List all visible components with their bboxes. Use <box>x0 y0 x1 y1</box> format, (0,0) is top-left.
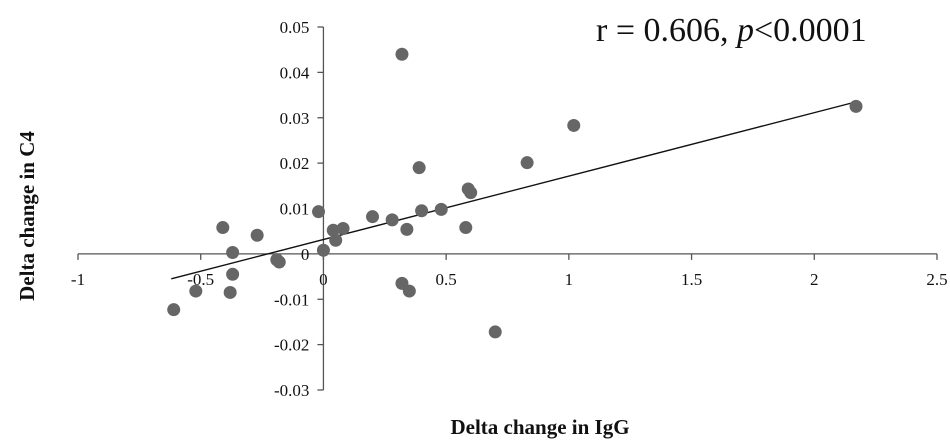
trendline <box>171 101 857 280</box>
y-tick-label: -0.03 <box>274 381 309 400</box>
trendline-group <box>171 101 857 280</box>
data-point <box>272 255 286 269</box>
data-point <box>216 221 230 235</box>
data-point <box>488 325 502 339</box>
y-tick-labels: -0.03 -0.02 -0.01 0 0.01 0.02 0.03 0.04 0.05 <box>274 18 310 400</box>
x-tick-label: 1.5 <box>681 270 702 289</box>
y-tick-label: -0.02 <box>274 336 309 355</box>
data-point <box>520 156 534 170</box>
data-point <box>189 284 203 298</box>
y-tick-label: 0.03 <box>280 109 310 128</box>
data-point <box>400 222 414 236</box>
x-axis <box>77 253 938 260</box>
y-tick-label: 0.01 <box>280 200 310 219</box>
x-tick-label: 2 <box>810 270 819 289</box>
x-tick-label: 2.5 <box>926 270 947 289</box>
data-point <box>167 303 181 317</box>
data-point <box>567 118 581 132</box>
correlation-annotation: r = 0.606, p<0.0001 <box>596 12 867 49</box>
data-points <box>167 47 863 339</box>
x-tick-label: 1 <box>565 270 574 289</box>
data-point <box>849 99 863 113</box>
data-point <box>326 223 340 237</box>
x-tick-label: 0 <box>319 270 328 289</box>
data-point <box>385 213 399 227</box>
data-point <box>459 221 473 235</box>
data-point <box>415 204 429 218</box>
x-axis-title: Delta change in IgG <box>450 415 629 439</box>
p-value-text: <0.0001 <box>754 12 867 49</box>
data-point <box>434 202 448 216</box>
x-tick-label: 0.5 <box>436 270 457 289</box>
x-tick-label: -0.5 <box>187 270 214 289</box>
y-tick-label: 0 <box>301 245 310 264</box>
data-point <box>412 161 426 175</box>
p-symbol: p <box>735 12 754 49</box>
y-tick-label: 0.05 <box>280 18 310 37</box>
y-tick-label: 0.02 <box>280 154 310 173</box>
data-point <box>402 284 416 298</box>
y-tick-label: -0.01 <box>274 290 309 309</box>
data-point <box>226 246 240 260</box>
r-value-text: r = 0.606, <box>596 12 737 49</box>
data-point <box>329 233 343 247</box>
data-point <box>226 267 240 281</box>
y-tick-label: 0.04 <box>280 63 310 82</box>
data-point <box>316 243 330 257</box>
data-point <box>312 205 326 219</box>
x-tick-label: -1 <box>71 270 85 289</box>
y-axis-title: Delta change in C4 <box>15 131 39 301</box>
data-point <box>250 228 264 242</box>
data-point <box>464 186 478 200</box>
data-point <box>366 210 380 224</box>
data-point <box>223 285 237 299</box>
data-point <box>395 47 409 61</box>
data-point <box>336 221 350 235</box>
x-tick-labels: -1 -0.5 0 0.5 1 1.5 2 2.5 <box>71 270 948 289</box>
